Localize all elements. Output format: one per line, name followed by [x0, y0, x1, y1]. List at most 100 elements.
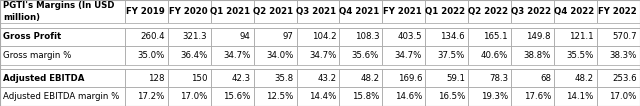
Bar [383, 0, 426, 23]
Text: 59.1: 59.1 [446, 74, 465, 83]
Bar [0, 69, 125, 87]
Text: 134.6: 134.6 [440, 32, 465, 41]
Text: 35.8: 35.8 [274, 74, 293, 83]
Text: 14.4%: 14.4% [309, 92, 336, 101]
Bar [511, 69, 554, 87]
Bar [554, 69, 597, 87]
Text: 48.2: 48.2 [575, 74, 594, 83]
Bar [554, 0, 597, 23]
Text: 35.0%: 35.0% [137, 51, 164, 60]
Text: 35.6%: 35.6% [352, 51, 379, 60]
Text: Q4 2021: Q4 2021 [339, 7, 379, 16]
Text: 321.3: 321.3 [183, 32, 207, 41]
Text: FY 2021: FY 2021 [383, 7, 422, 16]
Bar [597, 69, 640, 87]
Bar [383, 46, 426, 65]
Text: FY 2019: FY 2019 [126, 7, 164, 16]
Text: 48.2: 48.2 [360, 74, 379, 83]
Text: 19.3%: 19.3% [481, 92, 508, 101]
Bar [125, 87, 168, 106]
Bar [554, 28, 597, 46]
Bar [125, 69, 168, 87]
Text: 14.6%: 14.6% [395, 92, 422, 101]
Text: 108.3: 108.3 [355, 32, 379, 41]
Bar [125, 46, 168, 65]
Bar [554, 87, 597, 106]
Text: 68: 68 [540, 74, 551, 83]
Text: 34.7%: 34.7% [223, 51, 250, 60]
Bar [426, 46, 468, 65]
Text: 17.0%: 17.0% [609, 92, 637, 101]
Bar [511, 0, 554, 23]
Bar [168, 87, 211, 106]
Bar [597, 87, 640, 106]
Text: 17.0%: 17.0% [180, 92, 207, 101]
Text: 38.3%: 38.3% [609, 51, 637, 60]
Bar [468, 46, 511, 65]
Text: 17.6%: 17.6% [524, 92, 551, 101]
Text: PGTI's Margins (In USD
million): PGTI's Margins (In USD million) [3, 1, 115, 22]
Text: Q3 2021: Q3 2021 [296, 7, 336, 16]
Bar [296, 46, 339, 65]
Bar [253, 46, 296, 65]
Bar [597, 46, 640, 65]
Text: 16.5%: 16.5% [438, 92, 465, 101]
Text: 15.6%: 15.6% [223, 92, 250, 101]
Bar [339, 69, 382, 87]
Text: 253.6: 253.6 [612, 74, 637, 83]
Bar [168, 46, 211, 65]
Text: 40.6%: 40.6% [481, 51, 508, 60]
Bar [426, 87, 468, 106]
Text: 150: 150 [191, 74, 207, 83]
Bar [0, 23, 640, 28]
Text: 78.3: 78.3 [489, 74, 508, 83]
Text: Q4 2022: Q4 2022 [554, 7, 594, 16]
Bar [168, 28, 211, 46]
Text: FY 2020: FY 2020 [169, 7, 207, 16]
Bar [296, 0, 339, 23]
Bar [211, 46, 253, 65]
Text: 38.8%: 38.8% [524, 51, 551, 60]
Bar [296, 87, 339, 106]
Text: Q2 2021: Q2 2021 [253, 7, 293, 16]
Text: 17.2%: 17.2% [137, 92, 164, 101]
Text: Adjusted EBITDA margin %: Adjusted EBITDA margin % [3, 92, 120, 101]
Text: 149.8: 149.8 [527, 32, 551, 41]
Text: 403.5: 403.5 [397, 32, 422, 41]
Bar [211, 87, 253, 106]
Text: 165.1: 165.1 [483, 32, 508, 41]
Bar [511, 46, 554, 65]
Text: 128: 128 [148, 74, 164, 83]
Text: 15.8%: 15.8% [352, 92, 379, 101]
Text: 121.1: 121.1 [569, 32, 594, 41]
Text: 34.7%: 34.7% [309, 51, 336, 60]
Text: Q1 2021: Q1 2021 [211, 7, 250, 16]
Bar [125, 0, 168, 23]
Bar [468, 69, 511, 87]
Text: 97: 97 [282, 32, 293, 41]
Bar [211, 28, 253, 46]
Bar [296, 28, 339, 46]
Bar [468, 0, 511, 23]
Bar [253, 28, 296, 46]
Bar [426, 28, 468, 46]
Text: 34.0%: 34.0% [266, 51, 293, 60]
Text: 104.2: 104.2 [312, 32, 336, 41]
Bar [211, 0, 253, 23]
Bar [468, 28, 511, 46]
Bar [426, 69, 468, 87]
Text: 43.2: 43.2 [317, 74, 336, 83]
Text: 42.3: 42.3 [231, 74, 250, 83]
Text: 34.7%: 34.7% [395, 51, 422, 60]
Bar [511, 87, 554, 106]
Bar [253, 69, 296, 87]
Bar [468, 87, 511, 106]
Text: 36.4%: 36.4% [180, 51, 207, 60]
Text: Adjusted EBITDA: Adjusted EBITDA [3, 74, 84, 83]
Bar [211, 69, 253, 87]
Bar [253, 0, 296, 23]
Text: Q1 2022: Q1 2022 [425, 7, 465, 16]
Bar [125, 28, 168, 46]
Bar [253, 87, 296, 106]
Text: 94: 94 [239, 32, 250, 41]
